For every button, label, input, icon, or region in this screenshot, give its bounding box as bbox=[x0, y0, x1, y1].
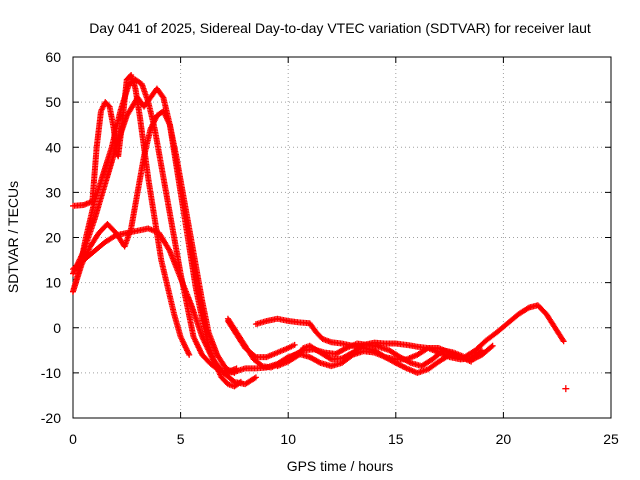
data-point bbox=[252, 374, 259, 381]
x-axis-label: GPS time / hours bbox=[287, 458, 394, 474]
series-track-9 bbox=[220, 348, 475, 376]
data-points bbox=[70, 72, 570, 393]
x-tick-label: 10 bbox=[280, 431, 296, 447]
data-point bbox=[316, 359, 323, 366]
y-tick-label: 60 bbox=[45, 49, 61, 65]
series-outlier bbox=[562, 385, 570, 393]
data-point bbox=[251, 375, 258, 382]
data-point bbox=[477, 348, 484, 355]
y-tick-label: 0 bbox=[53, 320, 61, 336]
data-point bbox=[478, 347, 485, 354]
y-tick-label: 20 bbox=[45, 230, 61, 246]
x-tick-label: 15 bbox=[388, 431, 404, 447]
data-point bbox=[524, 305, 531, 312]
series-track-2 bbox=[70, 76, 240, 375]
data-point bbox=[489, 342, 496, 349]
data-point bbox=[236, 379, 243, 386]
y-axis-label: SDTVAR / TECUs bbox=[5, 181, 21, 293]
data-point bbox=[111, 233, 118, 240]
data-point bbox=[562, 385, 570, 393]
y-tick-label: -20 bbox=[41, 410, 61, 426]
y-tick-label: 30 bbox=[45, 184, 61, 200]
x-tick-label: 25 bbox=[603, 431, 619, 447]
y-tick-label: 50 bbox=[45, 94, 61, 110]
series-track-5 bbox=[70, 85, 244, 390]
series-track-10 bbox=[224, 317, 298, 361]
y-tick-label: 40 bbox=[45, 139, 61, 155]
y-tick-label: 10 bbox=[45, 275, 61, 291]
x-tick-label: 0 bbox=[69, 431, 77, 447]
chart-title: Day 041 of 2025, Sidereal Day-to-day VTE… bbox=[89, 20, 591, 36]
x-tick-label: 20 bbox=[496, 431, 512, 447]
data-point bbox=[186, 351, 193, 358]
data-point bbox=[237, 378, 244, 385]
data-point bbox=[159, 93, 166, 100]
data-point bbox=[560, 338, 567, 345]
data-point bbox=[468, 358, 475, 365]
data-point bbox=[488, 343, 495, 350]
data-point bbox=[291, 341, 298, 348]
x-tick-label: 5 bbox=[177, 431, 185, 447]
y-tick-label: -10 bbox=[41, 365, 61, 381]
data-point bbox=[251, 353, 258, 360]
data-point bbox=[359, 342, 366, 349]
grid-lines bbox=[73, 57, 611, 418]
axis-ticks: 0 5 10 15 20 25 -20 -10 0 10 20 30 40 50 60 bbox=[41, 49, 619, 447]
data-point bbox=[402, 364, 409, 371]
data-point bbox=[283, 354, 290, 361]
